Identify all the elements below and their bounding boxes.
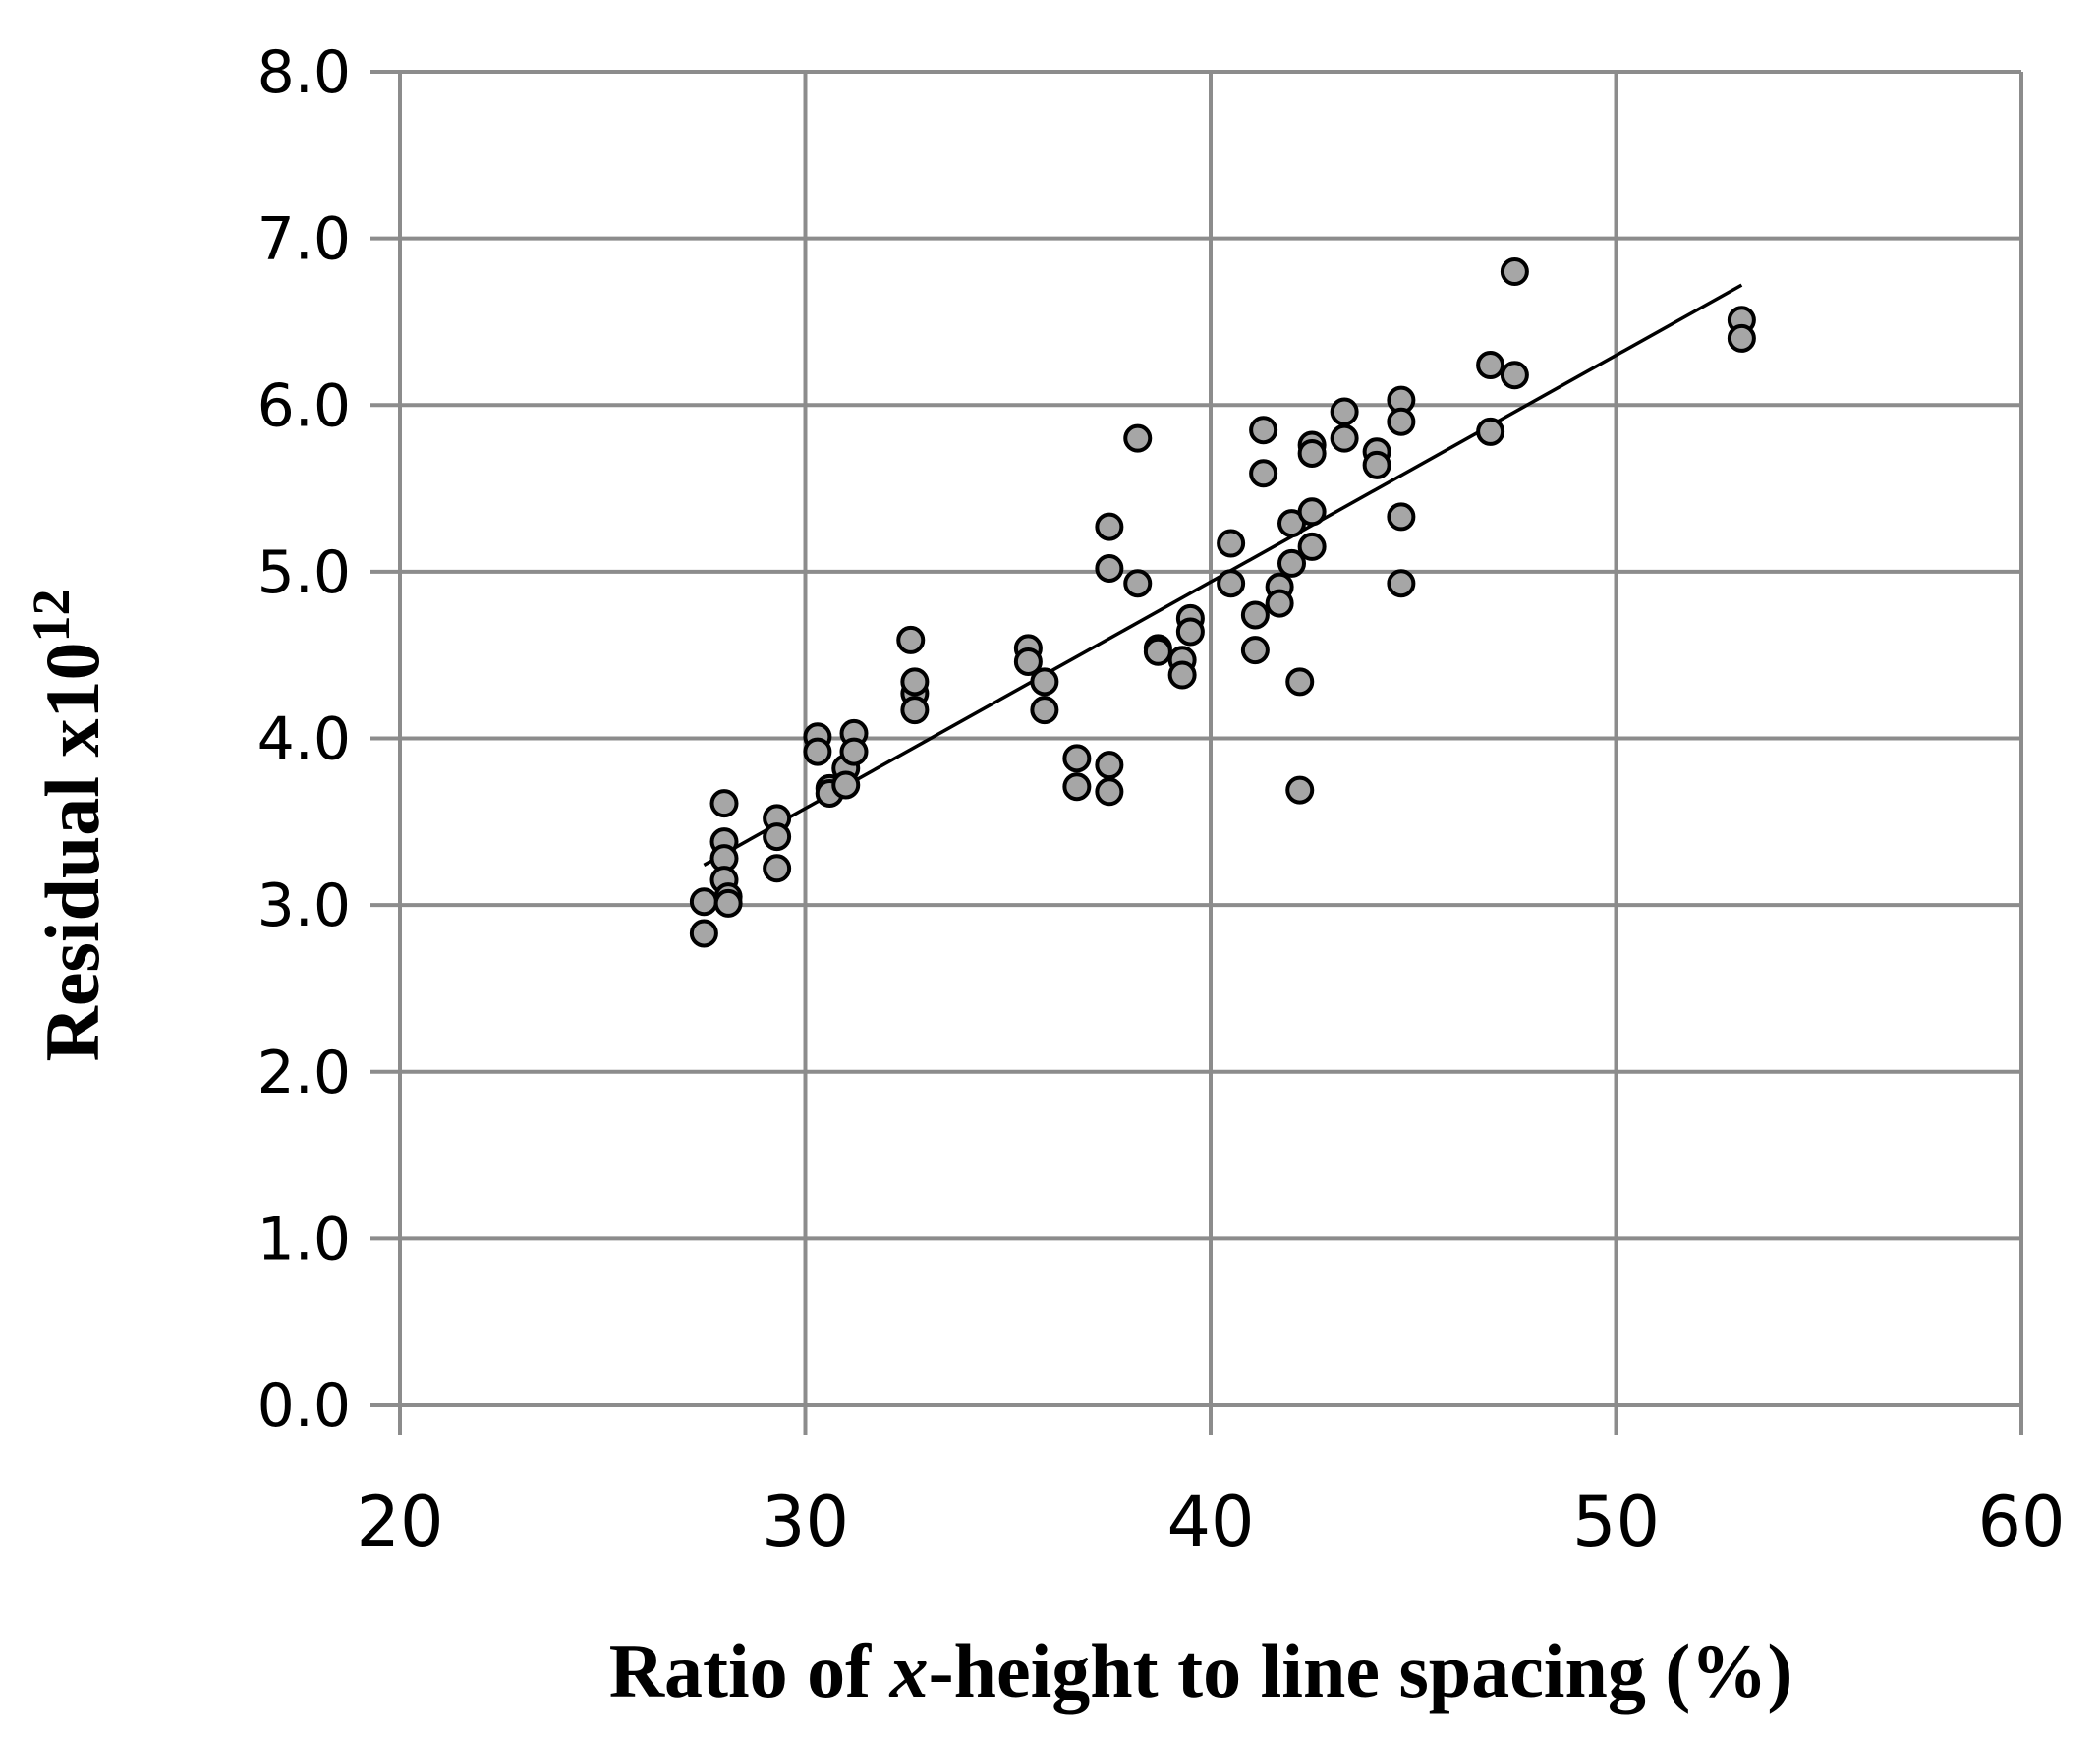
y-axis-title: Residual x1012 xyxy=(22,590,115,1062)
data-point xyxy=(900,696,930,725)
x-tick-label: 50 xyxy=(1572,1482,1660,1562)
data-point xyxy=(896,625,926,654)
data-points xyxy=(689,257,1756,948)
data-point xyxy=(900,667,930,697)
data-point xyxy=(1362,450,1391,479)
y-tick-label: 8.0 xyxy=(257,38,351,107)
data-point xyxy=(1297,438,1327,468)
data-point xyxy=(1249,416,1278,445)
data-point xyxy=(1285,775,1315,805)
data-point xyxy=(1727,323,1756,353)
data-point xyxy=(713,888,743,918)
data-point xyxy=(1095,751,1124,780)
y-tick-label: 7.0 xyxy=(257,205,351,274)
y-tick-label: 2.0 xyxy=(257,1039,351,1107)
x-axis-ticks: 20 30 40 50 60 xyxy=(356,1405,2066,1562)
x-tick-label: 40 xyxy=(1166,1482,1254,1562)
data-point xyxy=(1285,667,1315,697)
data-point xyxy=(1013,647,1043,676)
y-tick-label: 6.0 xyxy=(257,371,351,440)
data-point xyxy=(1123,423,1153,453)
data-point xyxy=(1062,744,1092,773)
data-point xyxy=(1175,617,1205,647)
x-tick-label: 30 xyxy=(762,1482,849,1562)
x-tick-label: 20 xyxy=(356,1482,443,1562)
data-point xyxy=(689,919,718,948)
data-point xyxy=(1476,351,1505,380)
data-point xyxy=(1095,777,1124,807)
data-point xyxy=(1240,600,1270,630)
data-point xyxy=(1330,423,1359,453)
data-point xyxy=(1387,502,1416,532)
y-tick-label: 4.0 xyxy=(257,705,351,774)
data-point xyxy=(1265,589,1294,618)
data-point xyxy=(1143,637,1172,666)
data-point xyxy=(839,737,869,766)
data-point xyxy=(1500,361,1529,390)
data-point xyxy=(803,737,832,766)
data-point xyxy=(1062,772,1092,802)
x-axis-title: Ratio of x-height to line spacing (%) xyxy=(609,1628,1793,1714)
data-point xyxy=(1240,636,1270,665)
data-point xyxy=(763,854,792,883)
data-point xyxy=(1030,696,1059,725)
data-point xyxy=(1217,529,1246,558)
data-point xyxy=(831,770,861,800)
data-point xyxy=(1095,512,1124,541)
y-axis-ticks: 0.0 1.0 2.0 3.0 4.0 5.0 6.0 7.0 8.0 xyxy=(257,38,400,1440)
data-point xyxy=(1297,532,1327,561)
data-point xyxy=(1095,553,1124,583)
y-tick-label: 1.0 xyxy=(257,1205,351,1273)
data-point xyxy=(1249,459,1278,488)
data-point xyxy=(1277,548,1306,578)
data-point xyxy=(1297,497,1327,527)
data-point xyxy=(1123,569,1153,598)
y-tick-label: 3.0 xyxy=(257,872,351,940)
data-point xyxy=(1387,569,1416,598)
x-tick-label: 60 xyxy=(1977,1482,2065,1562)
data-point xyxy=(1500,257,1529,287)
data-point xyxy=(689,887,718,917)
y-tick-label: 0.0 xyxy=(257,1372,351,1440)
data-point xyxy=(763,822,792,852)
y-tick-label: 5.0 xyxy=(257,538,351,607)
data-point xyxy=(709,789,739,818)
data-point xyxy=(1387,407,1416,436)
data-point xyxy=(1030,667,1059,697)
data-point xyxy=(1330,397,1359,426)
data-point xyxy=(1476,417,1505,446)
data-point xyxy=(1217,569,1246,598)
data-point xyxy=(1167,660,1197,690)
